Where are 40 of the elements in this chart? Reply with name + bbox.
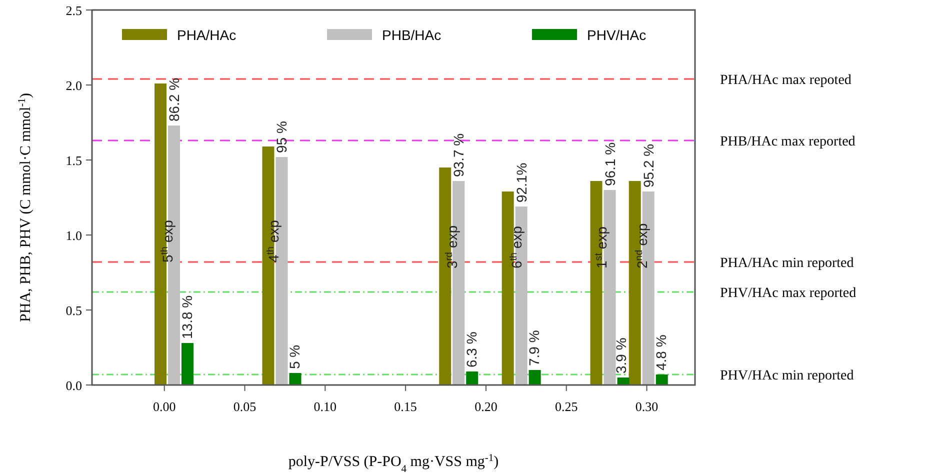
ref-line-label: PHV/HAc min reported: [720, 368, 854, 384]
annotation: 86.2 %: [166, 78, 182, 122]
annotation: 95.2 %: [640, 144, 656, 188]
y-tick-label: 0.0: [66, 378, 82, 393]
bar: [466, 372, 478, 385]
y-tick-label: 1.0: [66, 228, 82, 243]
x-tick-label: 0.30: [635, 399, 658, 414]
annotation: 6.3 %: [463, 332, 480, 368]
legend-label: PHA/HAc: [177, 27, 236, 43]
x-tick-label: 0.25: [554, 399, 578, 414]
y-tick-label: 1.5: [66, 153, 82, 168]
ref-line-label: PHV/HAc max reported: [720, 286, 856, 301]
annotation: 13.8 %: [178, 295, 195, 339]
x-axis-title: poly-P/VSS (P-PO$_{4}$ mg·VSS mg$^{-1}$): [288, 452, 499, 474]
annotation: 92.1%: [513, 162, 530, 202]
bar: [528, 370, 541, 385]
legend-label: PHB/HAc: [382, 27, 442, 43]
bar: [289, 373, 302, 385]
annotation: 95 %: [274, 121, 290, 153]
x-tick-label: 0.20: [474, 399, 498, 414]
bar: [182, 343, 194, 385]
y-tick-label: 0.5: [66, 303, 82, 318]
annotation: 4.8 %: [653, 334, 670, 370]
annotation: 3.9 %: [613, 338, 630, 374]
x-tick-label: 0.00: [152, 399, 176, 414]
y-tick-label: 2.5: [66, 3, 82, 18]
x-tick-label: 0.05: [233, 399, 256, 414]
annotation: 96.1 %: [602, 142, 618, 186]
ref-line-label: PHA/HAc max repoted: [720, 73, 852, 88]
ref-line-label: PHB/HAc max reported: [720, 134, 856, 150]
legend-label: PHV/HAc: [587, 27, 646, 43]
bar: [656, 374, 668, 385]
x-tick-label: 0.15: [394, 399, 417, 414]
annotation: 5 %: [286, 344, 303, 369]
y-tick-label: 2.0: [66, 78, 82, 93]
bar: [617, 378, 630, 385]
ref-line-label: PHA/HAc min reported: [720, 256, 854, 271]
x-tick-label: 0.10: [314, 399, 337, 414]
annotation: 93.7 %: [450, 133, 467, 177]
annotation: 7.9 %: [526, 330, 542, 366]
